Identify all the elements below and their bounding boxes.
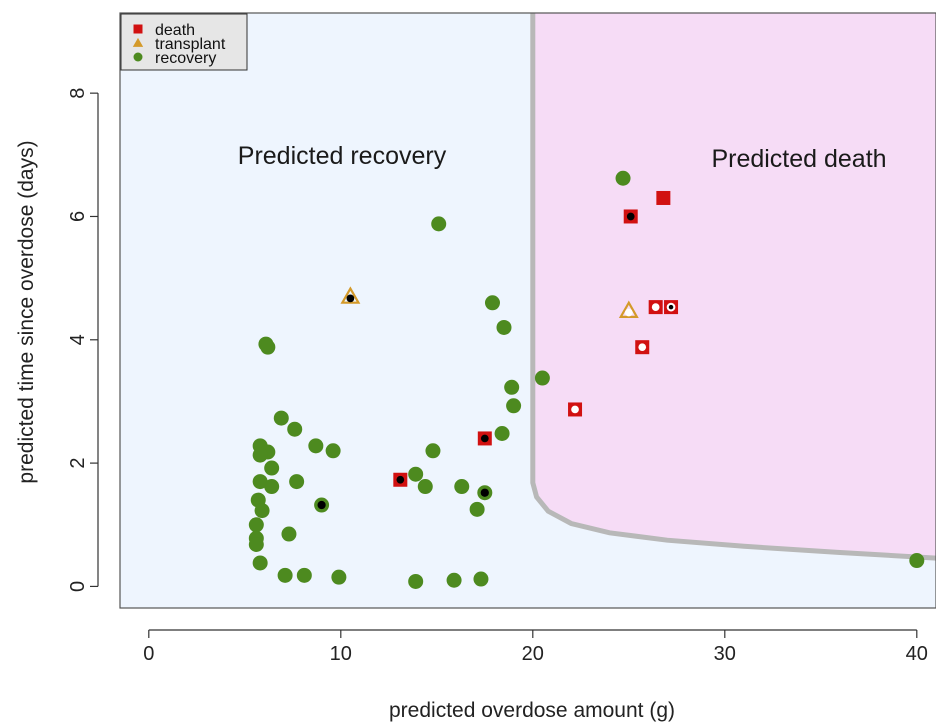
- y-axis-title: predicted time since overdose (days): [15, 140, 38, 483]
- recovery-point: [469, 501, 485, 517]
- recovery-point: [252, 474, 268, 490]
- y-tick-label: 6: [67, 211, 89, 222]
- recovery-point: [314, 497, 330, 513]
- x-tick-label: 10: [330, 643, 352, 665]
- axes: 0 10 20 30 40 0 2 4 6 8: [67, 88, 928, 665]
- legend-marker-death: [133, 24, 143, 34]
- legend-markers: [132, 24, 144, 62]
- recovery-point: [446, 572, 462, 588]
- recovery-point: [252, 555, 268, 571]
- death-point: [477, 431, 492, 446]
- recovery-point: [506, 398, 522, 414]
- y-tick-label: 2: [67, 458, 89, 469]
- recovery-point: [425, 443, 441, 459]
- recovery-point: [308, 438, 324, 454]
- death-point: [393, 472, 408, 487]
- recovery-point: [408, 573, 424, 589]
- x-tick-label: 20: [522, 643, 544, 665]
- recovery-point: [281, 526, 297, 542]
- y-tick-label: 0: [67, 581, 89, 592]
- legend-marker-transplant: [132, 37, 144, 47]
- legend-label-transplant: transplant: [155, 36, 226, 53]
- legend-box: [120, 13, 248, 71]
- plot-frame: [119, 12, 936, 609]
- region-label-recovery: Predicted recovery: [238, 142, 447, 170]
- legend: death transplant recovery: [120, 13, 248, 71]
- x-axis-title: predicted overdose amount (g): [389, 699, 675, 722]
- recovery-point: [296, 567, 312, 583]
- recovery-point: [909, 553, 925, 569]
- transplant-point: [340, 286, 361, 304]
- legend-marker-recovery: [133, 52, 143, 62]
- recovery-point: [454, 479, 470, 495]
- x-tick-label: 0: [143, 643, 154, 665]
- data-points: [248, 170, 925, 589]
- recovery-point: [534, 370, 550, 386]
- recovery-point: [325, 443, 341, 459]
- recovery-point: [264, 460, 280, 476]
- recovery-point: [408, 466, 424, 482]
- transplant-point: [618, 300, 639, 318]
- death-point: [648, 300, 663, 315]
- x-tick-label: 40: [906, 643, 928, 665]
- region-label-death: Predicted death: [711, 145, 886, 173]
- recovery-point: [504, 379, 520, 395]
- recovery-point: [331, 569, 347, 585]
- recovery-point: [496, 319, 512, 335]
- recovery-point: [484, 295, 500, 311]
- recovery-point: [615, 170, 631, 186]
- recovery-point: [417, 479, 433, 495]
- recovery-point: [287, 421, 303, 437]
- legend-label-death: death: [155, 22, 195, 39]
- recovery-point: [289, 474, 305, 490]
- death-point: [635, 340, 650, 355]
- recovery-point: [254, 503, 270, 519]
- recovery-point: [473, 571, 489, 587]
- death-point: [656, 190, 671, 205]
- recovery-point: [264, 479, 280, 495]
- recovery-point: [248, 517, 264, 533]
- recovery-point: [248, 536, 264, 552]
- recovery-point: [252, 447, 268, 463]
- y-tick-label: 8: [67, 88, 89, 99]
- recovery-point: [277, 567, 293, 583]
- death-point: [623, 209, 638, 224]
- recovery-point: [494, 426, 510, 442]
- legend-label-recovery: recovery: [155, 50, 216, 67]
- y-tick-label: 4: [67, 334, 89, 345]
- recovery-point: [260, 339, 276, 355]
- predicted-death-region: [532, 13, 936, 559]
- death-point: [664, 300, 679, 315]
- death-point: [568, 402, 583, 417]
- recovery-point: [431, 216, 447, 232]
- decision-boundary-line: [530, 13, 936, 561]
- recovery-point: [273, 410, 289, 426]
- x-tick-label: 30: [714, 643, 736, 665]
- recovery-point: [477, 485, 493, 501]
